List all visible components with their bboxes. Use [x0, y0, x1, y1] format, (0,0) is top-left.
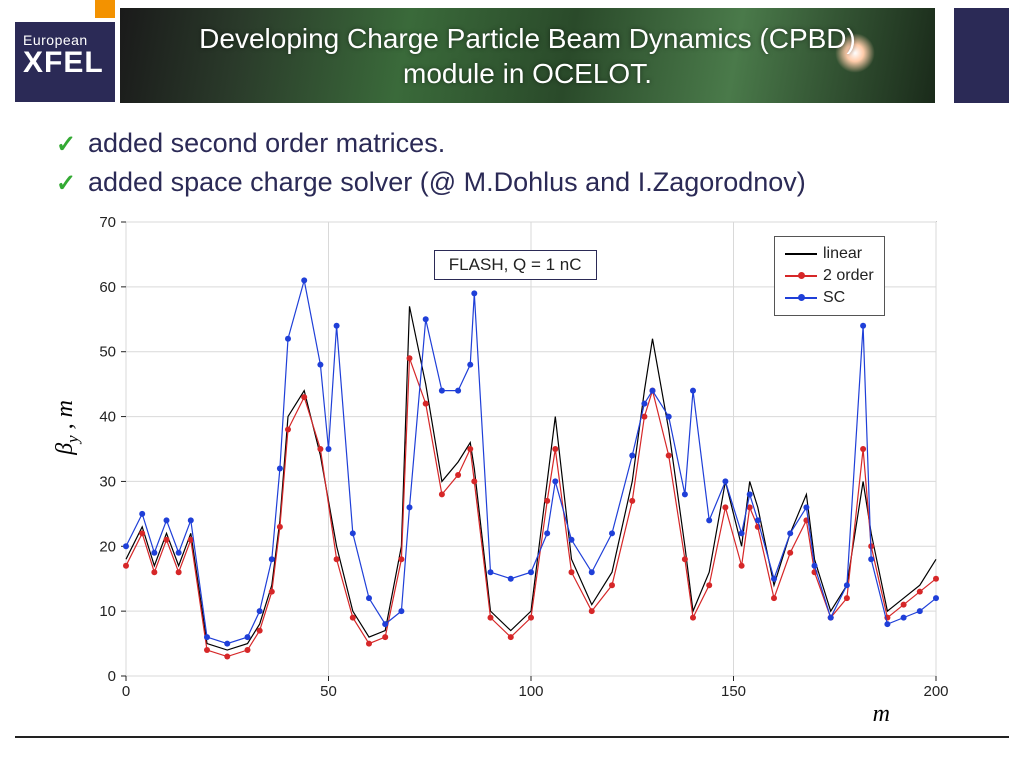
svg-text:150: 150 [721, 683, 746, 700]
svg-text:30: 30 [99, 474, 116, 491]
bullet-list: ✓ added second order matrices. ✓ added s… [48, 124, 984, 202]
svg-text:20: 20 [99, 539, 116, 556]
xfel-logo: European XFEL [15, 22, 115, 102]
bullet-text: added space charge solver (@ M.Dohlus an… [88, 167, 806, 197]
svg-text:50: 50 [320, 683, 337, 700]
chart-legend: linear2 orderSC [774, 236, 885, 316]
x-axis-label: m [873, 701, 890, 728]
svg-text:200: 200 [923, 683, 948, 700]
svg-text:100: 100 [518, 683, 543, 700]
title-banner: Developing Charge Particle Beam Dynamics… [120, 8, 935, 103]
y-axis-label: βy , m [52, 400, 83, 455]
chart-annotation: FLASH, Q = 1 nC [434, 250, 597, 280]
svg-text:40: 40 [99, 409, 116, 426]
svg-text:0: 0 [108, 668, 116, 685]
check-icon: ✓ [56, 167, 76, 202]
svg-text:0: 0 [122, 683, 130, 700]
bullet-item: ✓ added space charge solver (@ M.Dohlus … [88, 163, 984, 202]
footer-divider [15, 736, 1009, 738]
svg-text:60: 60 [99, 279, 116, 296]
beta-y-chart: 050100150200010203040506070 βy , m m FLA… [70, 212, 950, 722]
slide-title: Developing Charge Particle Beam Dynamics… [199, 21, 856, 91]
accent-square [95, 0, 115, 18]
bullet-item: ✓ added second order matrices. [88, 124, 984, 163]
svg-text:50: 50 [99, 344, 116, 361]
svg-text:10: 10 [99, 603, 116, 620]
header-right-block [954, 8, 1009, 103]
bullet-text: added second order matrices. [88, 128, 445, 158]
svg-text:70: 70 [99, 214, 116, 231]
slide-header: European XFEL Developing Charge Particle… [0, 0, 1024, 104]
logo-text-main: XFEL [23, 48, 107, 78]
check-icon: ✓ [56, 128, 76, 163]
